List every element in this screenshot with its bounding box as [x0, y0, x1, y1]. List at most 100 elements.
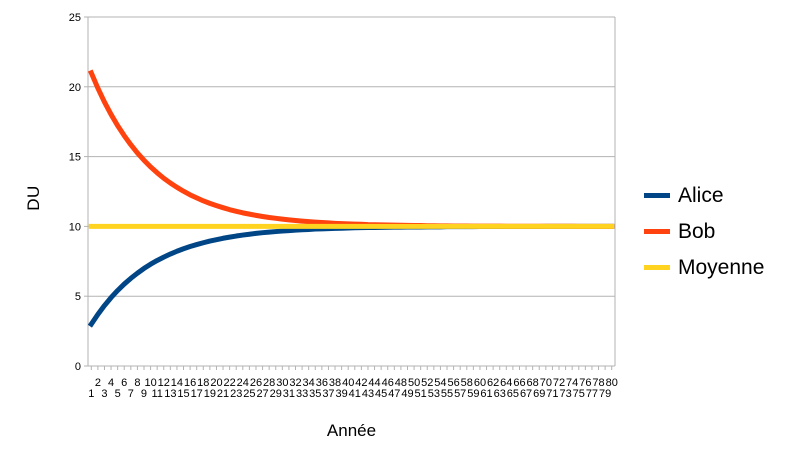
x-tick-label: 56 [447, 377, 459, 389]
x-tick-label: 46 [382, 377, 394, 389]
x-tick-label: 66 [513, 377, 525, 389]
x-tick-label: 10 [144, 377, 156, 389]
x-tick-label: 24 [237, 377, 249, 389]
gridlines [88, 16, 615, 367]
x-tick-label: 18 [197, 377, 209, 389]
axes [87, 17, 616, 367]
x-tick-label: 5 [115, 388, 121, 400]
x-tick-label: 62 [487, 377, 499, 389]
x-tick-label: 63 [494, 388, 506, 400]
x-tick-label: 23 [230, 388, 242, 400]
x-tick-label: 39 [335, 388, 347, 400]
x-tick-label: 19 [204, 388, 216, 400]
x-tick-label: 15 [177, 388, 189, 400]
x-tick-label: 51 [415, 388, 427, 400]
x-tick-label: 54 [434, 377, 446, 389]
x-tick-label: 14 [171, 377, 183, 389]
legend-item-moyenne: Moyenne [644, 249, 764, 285]
x-tick-label: 41 [349, 388, 361, 400]
x-tick-label: 73 [559, 388, 571, 400]
x-tick-label: 49 [401, 388, 413, 400]
x-tick-label: 65 [507, 388, 519, 400]
x-tick-label: 70 [540, 377, 552, 389]
x-tick-label: 69 [533, 388, 545, 400]
x-tick-label: 59 [467, 388, 479, 400]
x-tick-label: 37 [322, 388, 334, 400]
x-tick-label: 64 [500, 377, 512, 389]
y-tick-label: 25 [69, 12, 81, 24]
x-tick-label: 72 [553, 377, 565, 389]
x-axis-ticks [90, 366, 613, 370]
x-tick-label: 28 [263, 377, 275, 389]
x-tick-label: 16 [184, 377, 196, 389]
x-tick-label: 34 [303, 377, 315, 389]
x-tick-label: 21 [217, 388, 229, 400]
x-tick-label: 76 [579, 377, 591, 389]
x-tick-label: 22 [224, 377, 236, 389]
x-tick-label: 40 [342, 377, 354, 389]
legend-label-moyenne: Moyenne [678, 255, 765, 279]
x-tick-label: 67 [520, 388, 532, 400]
y-axis-tick-labels: 0 5 10 15 20 25 [69, 12, 81, 373]
x-tick-label: 29 [270, 388, 282, 400]
series-line-alice [87, 223, 615, 328]
x-tick-label: 58 [461, 377, 473, 389]
x-tick-label: 26 [250, 377, 262, 389]
x-tick-label: 57 [454, 388, 466, 400]
y-axis-ticks [84, 16, 88, 367]
x-tick-label: 42 [355, 377, 367, 389]
y-tick-label: 15 [69, 152, 81, 164]
x-tick-label: 44 [368, 377, 380, 389]
x-tick-label: 11 [151, 388, 162, 400]
legend: Alice Bob Moyenne [644, 177, 764, 285]
x-tick-label: 80 [606, 377, 618, 389]
x-tick-label: 71 [546, 388, 558, 400]
x-tick-label: 1 [88, 388, 94, 400]
y-tick-label: 20 [69, 82, 81, 94]
x-tick-label: 77 [586, 388, 598, 400]
x-tick-label: 6 [121, 377, 127, 389]
x-tick-label: 3 [101, 388, 107, 400]
x-tick-label: 30 [276, 377, 288, 389]
x-tick-label: 20 [210, 377, 222, 389]
y-axis-title: DU [24, 185, 43, 211]
x-tick-label: 52 [421, 377, 433, 389]
x-tick-label: 50 [408, 377, 420, 389]
y-tick-label: 5 [75, 291, 81, 303]
legend-item-bob: Bob [644, 213, 764, 249]
x-tick-label: 74 [566, 377, 578, 389]
x-tick-label: 53 [428, 388, 440, 400]
x-tick-label: 9 [141, 388, 147, 400]
x-tick-label: 60 [474, 377, 486, 389]
x-tick-label: 13 [164, 388, 176, 400]
x-tick-label: 35 [309, 388, 321, 400]
x-tick-label: 45 [375, 388, 387, 400]
y-tick-label: 10 [69, 221, 81, 233]
x-tick-label: 17 [191, 388, 203, 400]
legend-swatch-bob [644, 228, 670, 234]
x-tick-label: 25 [243, 388, 255, 400]
series-line-bob [88, 69, 615, 229]
legend-label-bob: Bob [678, 219, 716, 243]
legend-swatch-moyenne [644, 264, 670, 270]
x-tick-label: 2 [95, 377, 101, 389]
x-tick-label: 68 [527, 377, 539, 389]
x-tick-label: 4 [108, 377, 114, 389]
x-tick-label: 31 [283, 388, 295, 400]
series-lines [87, 69, 615, 328]
legend-swatch-alice [644, 192, 670, 198]
x-tick-label: 8 [134, 377, 140, 389]
x-tick-label: 7 [128, 388, 134, 400]
x-tick-label: 38 [329, 377, 341, 389]
x-tick-label: 12 [158, 377, 170, 389]
x-tick-label: 78 [592, 377, 604, 389]
legend-label-alice: Alice [678, 183, 724, 207]
x-tick-label: 55 [441, 388, 453, 400]
x-tick-label: 47 [388, 388, 400, 400]
y-tick-label: 0 [75, 361, 81, 373]
x-tick-label: 79 [599, 388, 611, 400]
x-tick-label: 32 [289, 377, 301, 389]
x-tick-label: 75 [573, 388, 585, 400]
